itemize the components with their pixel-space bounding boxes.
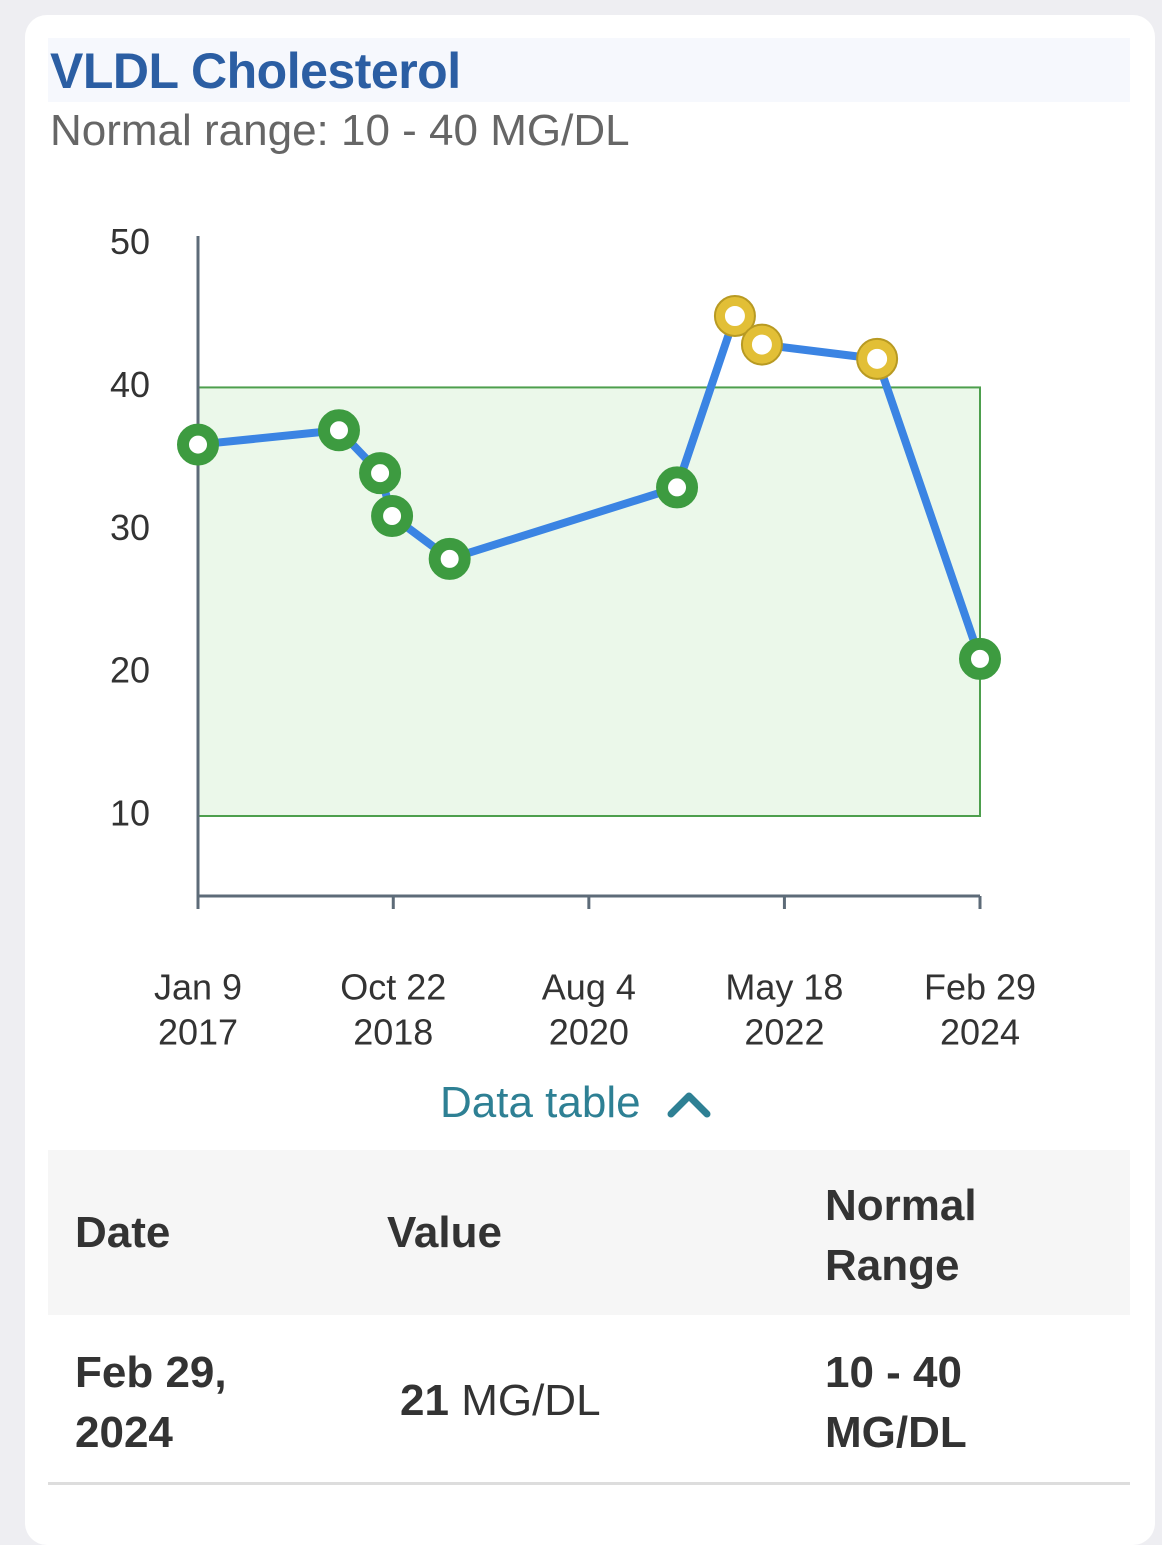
x-tick-label: 2024 [940, 1012, 1020, 1053]
x-tick-label: 2017 [158, 1012, 238, 1053]
y-tick-label: 20 [110, 650, 150, 691]
chevron-up [667, 1092, 711, 1118]
y-tick-label: 10 [110, 793, 150, 834]
data-point [656, 466, 699, 509]
data-point-outline [740, 323, 783, 366]
x-tick-label: Jan 9 [154, 967, 242, 1008]
row-divider [48, 1482, 1130, 1485]
data-point [741, 324, 782, 365]
range-cell: 10 - 40 MG/DL [825, 1348, 967, 1457]
date-cell: Feb 29, 2024 [75, 1348, 227, 1457]
x-tick-label: 2018 [353, 1012, 433, 1053]
data-point [714, 296, 755, 336]
x-tick-label: May 18 [725, 967, 843, 1008]
x-tick-label: Oct 22 [340, 967, 446, 1008]
value-unit: MG/DL [461, 1376, 601, 1425]
column-header: Date [75, 1208, 171, 1257]
y-tick-label: 50 [110, 221, 150, 262]
x-tick-label: Aug 4 [542, 967, 636, 1008]
x-tick-label: 2022 [744, 1012, 824, 1053]
column-header: Value [387, 1208, 502, 1257]
normal-range-band [197, 386, 981, 817]
data-point [371, 495, 414, 537]
data-point [428, 537, 471, 580]
value-cell: 21 MG/DL [400, 1376, 601, 1426]
table-header [48, 1150, 1130, 1315]
subtitle: Normal range: 10 - 40 MG/DL [50, 106, 630, 155]
data-point-outline [713, 295, 756, 337]
data-point-outline [856, 337, 899, 380]
column-header: Normal Range [825, 1181, 977, 1290]
x-tick-label: 2020 [549, 1012, 629, 1053]
data-line [197, 312, 984, 661]
y-tick-label: 30 [110, 507, 150, 548]
data-point [959, 637, 1001, 680]
toggle-label: Data table [440, 1078, 641, 1127]
data-point [857, 338, 898, 379]
data-point [177, 423, 219, 466]
data-point [359, 452, 402, 495]
y-tick-label: 40 [110, 364, 150, 405]
title: VLDL Cholesterol [50, 43, 461, 99]
data-point [317, 409, 360, 452]
x-tick-label: Feb 29 [924, 967, 1036, 1008]
value-number: 21 [400, 1376, 449, 1425]
data-table-toggle[interactable]: Data table [440, 1078, 711, 1128]
title-bar [48, 38, 1130, 102]
